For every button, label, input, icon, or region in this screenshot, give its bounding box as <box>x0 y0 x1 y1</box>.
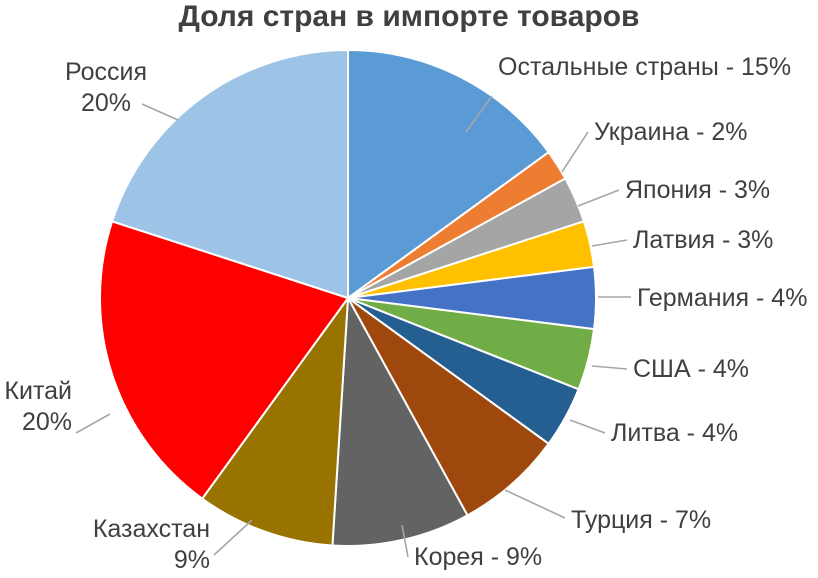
slice-label-line: 20% <box>22 408 72 436</box>
leader-line <box>561 131 589 173</box>
leader-line <box>591 365 628 370</box>
leader-line <box>591 239 628 247</box>
slice-label-line: Казахстан <box>93 515 210 543</box>
slice-label: Остальные страны - 15% <box>498 53 791 81</box>
pie-slice <box>347 297 551 517</box>
pie-slice <box>347 48 551 300</box>
slice-label: Китай 20% <box>4 377 72 436</box>
slice-label: Россия 20% <box>65 58 147 117</box>
slice-label: Латвия - 3% <box>633 226 773 254</box>
chart-title: Доля стран в импорте товаров <box>178 0 639 33</box>
slice-label: Турция - 7% <box>571 506 711 534</box>
slice-label-line: Китай <box>4 377 72 405</box>
pie-slice <box>110 48 349 300</box>
leader-line <box>465 95 493 133</box>
leader-line <box>75 413 111 434</box>
leader-line <box>141 103 179 121</box>
slice-label: Литва - 4% <box>611 419 738 447</box>
pie-slice <box>200 294 350 547</box>
slice-label: Украина - 2% <box>594 118 748 146</box>
leader-line <box>401 524 409 558</box>
slice-label: Япония - 3% <box>625 176 770 204</box>
slice-label: Казахстан 9% <box>93 515 210 574</box>
leader-line <box>213 519 253 556</box>
slice-label: Германия - 4% <box>637 284 807 312</box>
slice-label: США - 4% <box>633 355 749 383</box>
pie-slice <box>331 294 469 547</box>
slice-label-line: Россия <box>65 58 147 86</box>
leader-line <box>569 419 606 434</box>
pie-slice <box>99 220 350 501</box>
leader-line <box>504 489 566 519</box>
leader-line <box>577 189 620 207</box>
slice-label-line: 9% <box>174 546 210 574</box>
slice-label-line: 20% <box>81 89 131 117</box>
slice-label: Корея - 9% <box>414 543 542 571</box>
